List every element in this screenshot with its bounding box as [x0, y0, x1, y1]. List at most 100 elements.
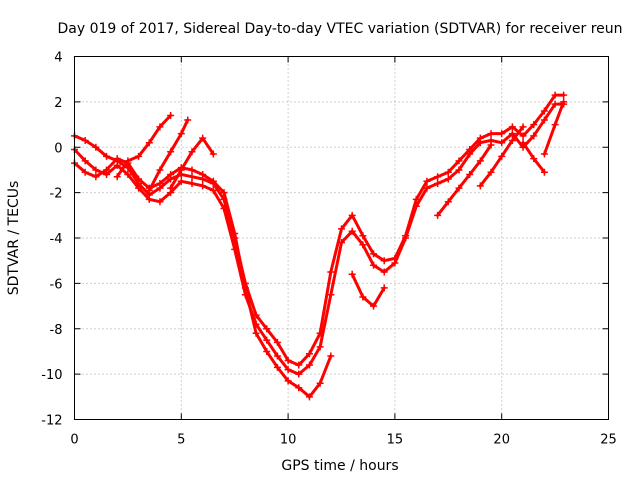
data-point: [316, 379, 324, 387]
data-point: [540, 168, 548, 176]
data-point: [508, 130, 516, 138]
chart-title: Day 019 of 2017, Sidereal Day-to-day VTE…: [57, 21, 622, 37]
data-point: [273, 363, 281, 371]
data-point: [455, 166, 463, 174]
data-point: [220, 189, 228, 197]
x-tick-label: 5: [177, 433, 185, 448]
data-point: [466, 170, 474, 178]
data-point: [434, 211, 442, 219]
series-line: [115, 114, 173, 179]
series-track-11: [540, 98, 568, 158]
data-point: [487, 168, 495, 176]
data-point: [145, 186, 153, 194]
data-point: [359, 293, 367, 301]
series-track-9: [519, 139, 548, 176]
data-point: [156, 180, 164, 188]
data-point: [551, 121, 559, 129]
data-point: [560, 91, 568, 99]
data-point: [145, 195, 153, 203]
data-point: [423, 177, 431, 185]
data-point: [380, 268, 388, 276]
data-point: [338, 225, 345, 233]
data-point: [220, 205, 228, 213]
data-point: [327, 268, 335, 276]
data-point: [92, 173, 100, 181]
data-point: [209, 150, 217, 158]
data-point: [530, 132, 538, 140]
data-point: [177, 177, 185, 185]
data-point: [295, 361, 303, 369]
data-point: [444, 175, 452, 183]
series-line: [350, 272, 386, 308]
data-point: [560, 98, 568, 106]
data-point: [412, 202, 420, 210]
data-point: [487, 130, 495, 138]
data-point: [476, 139, 484, 147]
data-point: [113, 173, 121, 181]
series-line: [436, 143, 493, 217]
y-tick-label: -12: [41, 414, 62, 429]
data-point: [391, 259, 399, 267]
series-track-4: [113, 111, 175, 181]
data-point: [167, 148, 175, 156]
data-point: [167, 111, 175, 119]
data-point: [284, 377, 292, 385]
series-track-8: [476, 123, 527, 190]
data-point: [145, 139, 153, 147]
data-point: [231, 229, 239, 237]
x-tick-label: 15: [387, 433, 404, 448]
data-point: [359, 241, 367, 249]
y-tick-label: -8: [50, 323, 63, 338]
x-tick-label: 20: [493, 433, 510, 448]
data-point: [199, 170, 207, 178]
series-track-7: [434, 141, 495, 219]
data-point: [455, 157, 463, 165]
data-point: [444, 198, 452, 206]
data-point: [295, 370, 303, 378]
data-point: [498, 130, 506, 138]
data-point: [519, 139, 527, 147]
data-point: [540, 150, 548, 158]
data-point: [305, 361, 313, 369]
y-tick-label: -10: [41, 368, 62, 383]
y-axis-label: SDTVAR / TECUs: [6, 181, 22, 296]
y-tick-label: 4: [54, 51, 62, 66]
data-point: [156, 166, 164, 174]
data-point: [263, 325, 271, 333]
data-point: [476, 182, 484, 190]
data-point: [434, 180, 442, 188]
data-point: [81, 136, 89, 144]
data-point: [263, 347, 271, 355]
data-point: [551, 91, 559, 99]
data-point: [135, 152, 143, 160]
data-point: [305, 350, 313, 358]
data-point: [135, 175, 143, 183]
data-point: [551, 100, 559, 108]
data-point: [81, 157, 89, 165]
data-point: [305, 393, 313, 401]
series-group: [71, 91, 568, 401]
series-track-6: [145, 116, 192, 194]
data-point: [199, 134, 207, 142]
data-point: [188, 166, 196, 174]
data-point: [487, 141, 495, 149]
data-point: [519, 132, 527, 140]
data-point: [498, 139, 506, 147]
data-point: [370, 302, 378, 310]
data-point: [476, 157, 484, 165]
data-point: [327, 291, 335, 299]
y-tick-label: 0: [54, 141, 62, 156]
data-point: [327, 352, 335, 360]
data-point: [156, 123, 164, 131]
data-point: [402, 234, 410, 242]
data-point: [338, 239, 345, 247]
data-point: [273, 352, 281, 360]
y-tick-label: -2: [50, 187, 63, 202]
data-point: [359, 232, 367, 240]
data-point: [508, 123, 516, 131]
data-point: [423, 184, 431, 192]
data-point: [156, 198, 164, 206]
data-point: [177, 130, 185, 138]
